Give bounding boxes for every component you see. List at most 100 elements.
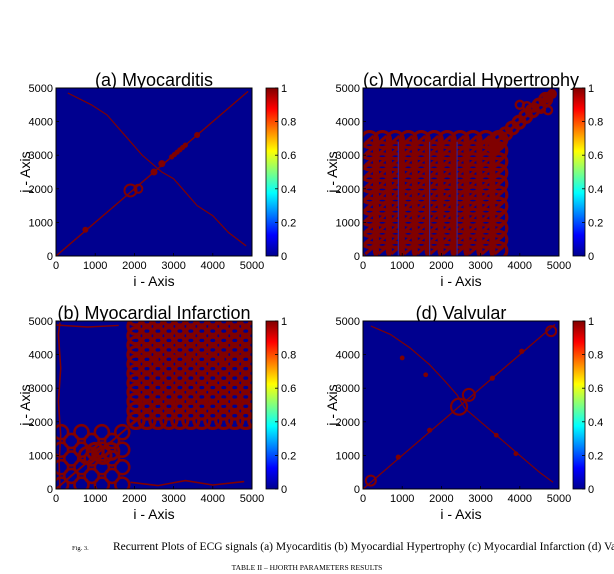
y-axis-label: j - Axis xyxy=(17,151,33,193)
figure-label: Fig. 3. xyxy=(72,545,89,552)
x-axis-label: i - Axis xyxy=(440,506,481,522)
colorbar: 0 0.2 0.4 0.6 0.8 1 xyxy=(572,83,603,263)
y-axis-label: j - Axis xyxy=(17,384,33,426)
colorbar-tick-label: 0.6 xyxy=(588,383,603,395)
y-tick-label: 1000 xyxy=(336,217,360,229)
y-tick-label: 5000 xyxy=(29,316,53,328)
colorbar-tick-label: 0.2 xyxy=(588,217,603,229)
x-tick-label: 3000 xyxy=(468,493,492,505)
colorbar-tick-label: 0.2 xyxy=(281,450,296,462)
x-tick-label: 5000 xyxy=(547,260,571,272)
y-tick-label: 5000 xyxy=(336,83,360,95)
y-axis-label: j - Axis xyxy=(324,151,340,193)
colorbar-tick-label: 1 xyxy=(588,83,594,95)
y-tick-label: 4000 xyxy=(336,350,360,362)
colorbar: 0 0.2 0.4 0.6 0.8 1 xyxy=(572,316,603,496)
plot-title-b: (b) Myocardial Infarction xyxy=(57,303,251,323)
colorbar-tick-label: 0.4 xyxy=(588,417,603,429)
x-tick-label: 1000 xyxy=(83,260,107,272)
y-tick-label: 1000 xyxy=(29,217,53,229)
y-axis-label: j - Axis xyxy=(324,384,340,426)
colorbar-tick-label: 0.8 xyxy=(281,350,296,362)
x-tick-label: 0 xyxy=(53,260,59,272)
axes: 00 1000 1000 2000 2000 3000 3000 4000 4000 5000 50… xyxy=(324,316,571,522)
x-tick-label: 0 xyxy=(360,493,366,505)
colorbar-tick-label: 1 xyxy=(281,83,287,95)
x-tick-label: 4000 xyxy=(201,493,225,505)
x-tick-label: 1000 xyxy=(83,493,107,505)
y-tick-label: 0 xyxy=(354,251,360,263)
x-tick-label: 4000 xyxy=(201,260,225,272)
table-title: TABLE II – HJORTH PARAMETERS RESULTS xyxy=(231,563,383,572)
y-tick-label: 3000 xyxy=(29,383,53,395)
x-tick-label: 5000 xyxy=(547,493,571,505)
recurrence-pattern xyxy=(363,89,557,256)
y-tick-label: 3000 xyxy=(29,150,53,162)
x-tick-label: 2000 xyxy=(122,260,146,272)
recurrence-plot-c: 0010001000200020003000300040004000500050… xyxy=(324,83,603,289)
x-axis-label: i - Axis xyxy=(133,273,174,289)
x-tick-label: 4000 xyxy=(508,260,532,272)
x-tick-label: 2000 xyxy=(429,260,453,272)
axes: 00 1000 1000 2000 2000 3000 3000 4000 4000 5000 50… xyxy=(17,83,264,289)
x-tick-label: 1000 xyxy=(390,260,414,272)
colorbar-tick-label: 0.8 xyxy=(281,117,296,129)
colorbar-tick-label: 0.6 xyxy=(588,150,603,162)
colorbar-tick-label: 1 xyxy=(281,316,287,328)
axes: 00 1000 1000 2000 2000 3000 3000 4000 4000 5000 50… xyxy=(324,83,571,289)
colorbar-tick-label: 0 xyxy=(588,251,594,263)
x-tick-label: 5000 xyxy=(240,493,264,505)
colorbar: 0 0.2 0.4 0.6 0.8 1 xyxy=(265,83,296,263)
y-tick-label: 4000 xyxy=(29,117,53,129)
y-tick-label: 2000 xyxy=(29,417,53,429)
y-tick-label: 2000 xyxy=(29,184,53,196)
recurrence-pattern xyxy=(363,323,558,489)
x-tick-label: 3000 xyxy=(161,260,185,272)
colorbar-tick-label: 0.4 xyxy=(281,184,296,196)
recurrence-plot-a: 0010001000200020003000300040004000500050… xyxy=(17,83,296,289)
y-tick-label: 1000 xyxy=(336,450,360,462)
y-tick-label: 2000 xyxy=(336,184,360,196)
y-tick-label: 5000 xyxy=(336,316,360,328)
x-tick-label: 4000 xyxy=(508,493,532,505)
y-tick-label: 1000 xyxy=(29,450,53,462)
recurrence-pattern xyxy=(56,90,249,256)
recurrence-plot-b: 00 1000 1000 2000 2000 3000 3000 4000 4000 5000 50… xyxy=(17,316,296,522)
x-tick-label: 0 xyxy=(360,260,366,272)
y-tick-label: 4000 xyxy=(29,350,53,362)
x-axis-label: i - Axis xyxy=(440,273,481,289)
colorbar-tick-label: 0.4 xyxy=(281,417,296,429)
x-tick-label: 2000 xyxy=(429,493,453,505)
y-tick-label: 0 xyxy=(47,484,53,496)
plot-title-c: (c) Myocardial Hypertrophy xyxy=(363,70,580,90)
recurrence-pattern xyxy=(56,321,252,489)
colorbar-tick-label: 0 xyxy=(588,484,594,496)
x-tick-label: 2000 xyxy=(122,493,146,505)
plot-title-d: (d) Valvular xyxy=(415,303,507,323)
caption-text: Recurrent Plots of ECG signals (a) Myoca… xyxy=(113,541,614,553)
y-tick-label: 3000 xyxy=(336,383,360,395)
y-tick-label: 0 xyxy=(354,484,360,496)
plot-title-a: (a) Myocarditis xyxy=(94,70,214,90)
colorbar-tick-label: 0.4 xyxy=(588,184,603,196)
colorbar-tick-label: 0.2 xyxy=(281,217,296,229)
colorbar-tick-label: 0.8 xyxy=(588,350,603,362)
colorbar-tick-label: 0.6 xyxy=(281,383,296,395)
colorbar-tick-label: 0.2 xyxy=(588,450,603,462)
recurrence-plot-d: 0010001000200020003000300040004000500050… xyxy=(324,316,603,522)
colorbar-tick-label: 0.6 xyxy=(281,150,296,162)
x-tick-label: 3000 xyxy=(468,260,492,272)
x-tick-label: 0 xyxy=(53,493,59,505)
x-tick-label: 5000 xyxy=(240,260,264,272)
axes: 00 1000 1000 2000 2000 3000 3000 4000 4000 5000 50… xyxy=(17,316,264,522)
x-axis-label: i - Axis xyxy=(133,506,174,522)
colorbar-tick-label: 0 xyxy=(281,251,287,263)
y-tick-label: 3000 xyxy=(336,150,360,162)
x-tick-label: 1000 xyxy=(390,493,414,505)
colorbar-tick-label: 0.8 xyxy=(588,117,603,129)
y-tick-label: 2000 xyxy=(336,417,360,429)
x-tick-label: 3000 xyxy=(161,493,185,505)
y-tick-label: 5000 xyxy=(29,83,53,95)
colorbar-tick-label: 1 xyxy=(588,316,594,328)
y-tick-label: 0 xyxy=(47,251,53,263)
